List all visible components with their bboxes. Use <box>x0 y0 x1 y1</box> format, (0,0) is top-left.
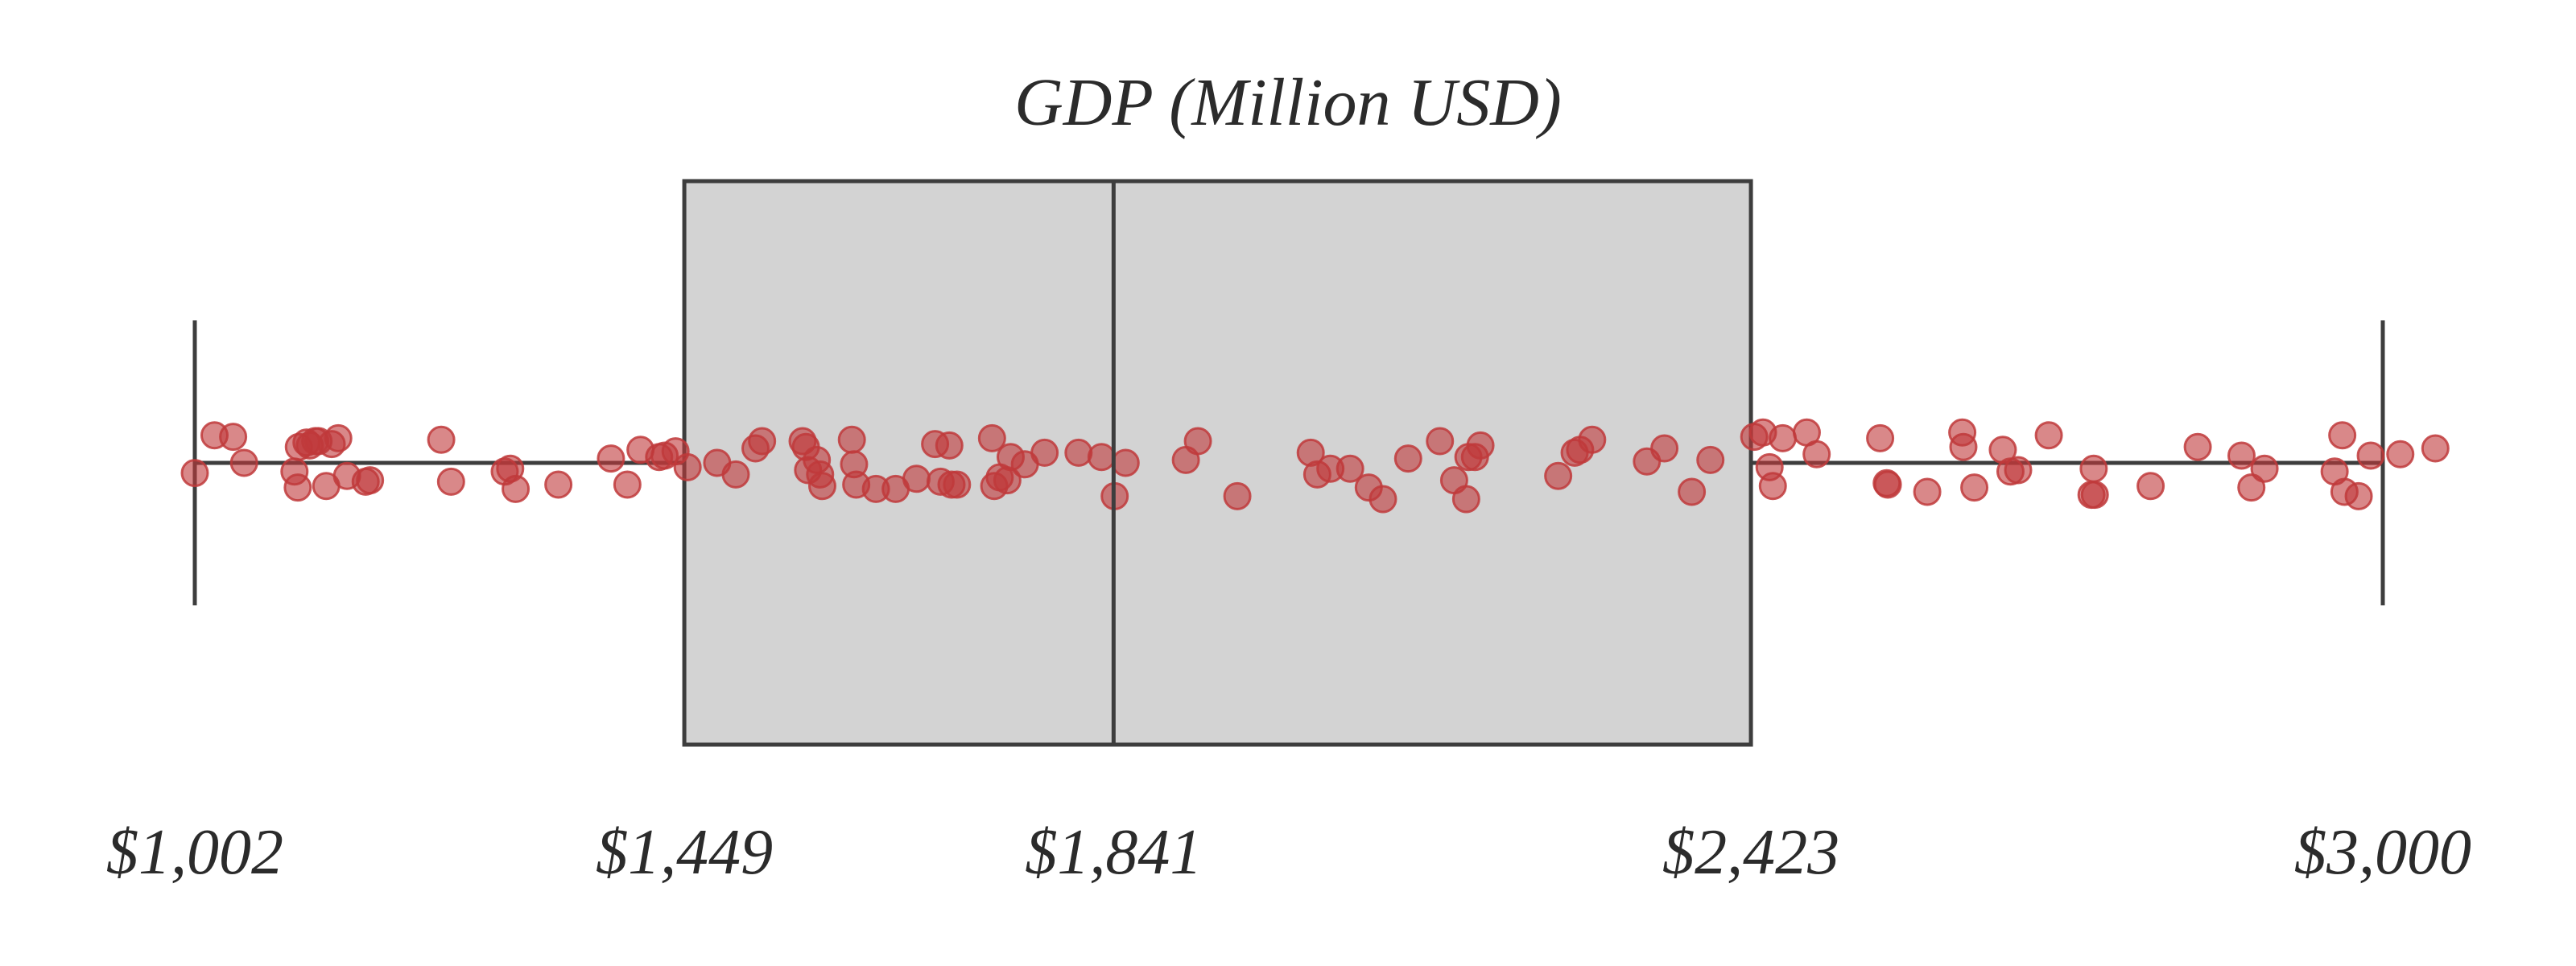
data-point <box>2079 454 2108 483</box>
data-point <box>283 473 312 502</box>
data-point <box>1183 427 1212 456</box>
data-point <box>2344 481 2373 510</box>
data-point <box>2356 441 2385 470</box>
data-point <box>837 425 866 454</box>
data-point <box>1960 473 1989 502</box>
data-point <box>1769 423 1798 452</box>
x-tick-label: $1,841 <box>1025 817 1202 888</box>
data-point <box>1111 448 1140 477</box>
data-point <box>943 470 972 499</box>
data-point <box>180 459 209 488</box>
data-point <box>2080 481 2109 510</box>
data-point <box>1949 432 1978 461</box>
data-point <box>2136 472 2165 501</box>
data-point <box>1335 454 1364 483</box>
data-point <box>1393 444 1422 473</box>
data-point <box>1451 485 1480 514</box>
data-point <box>2328 421 2357 450</box>
data-point <box>1866 423 1895 452</box>
data-point <box>229 448 258 477</box>
data-point <box>1578 425 1607 454</box>
data-point <box>1802 440 1831 469</box>
data-point <box>1678 477 1707 506</box>
data-point <box>2237 473 2266 502</box>
data-point <box>2227 441 2256 470</box>
data-point <box>935 431 964 460</box>
data-point <box>219 423 248 452</box>
data-point <box>1368 485 1397 514</box>
data-point <box>673 452 702 481</box>
data-point <box>324 423 353 452</box>
data-point <box>1466 431 1495 460</box>
data-point <box>1030 438 1059 467</box>
data-point <box>1426 427 1455 456</box>
data-point <box>1873 470 1902 499</box>
data-points <box>180 418 2450 514</box>
data-point <box>1913 477 1942 506</box>
data-point <box>1087 443 1116 472</box>
data-point <box>2183 432 2212 461</box>
data-point <box>902 464 931 493</box>
data-point <box>1223 481 1252 510</box>
data-point <box>427 425 456 454</box>
x-tick-label: $1,449 <box>596 817 773 888</box>
data-point <box>748 427 777 456</box>
data-point <box>2004 456 2033 485</box>
data-point <box>2421 434 2450 463</box>
data-point <box>356 466 385 495</box>
x-axis-tick-labels: $1,002 $1,449 $1,841 $2,423 $3,000 <box>106 817 2471 888</box>
x-tick-label: $3,000 <box>2294 817 2471 888</box>
chart-title: GDP (Million USD) <box>1014 65 1562 140</box>
data-point <box>1544 461 1573 490</box>
data-point <box>1064 438 1093 467</box>
data-point <box>1696 445 1725 474</box>
data-point <box>613 470 642 499</box>
data-point <box>807 472 836 501</box>
data-point <box>2250 454 2279 483</box>
data-point <box>721 460 750 489</box>
data-point <box>436 467 465 496</box>
x-tick-label: $2,423 <box>1662 817 1839 888</box>
data-point <box>977 423 1006 452</box>
data-point <box>2386 440 2415 469</box>
data-point <box>597 444 625 473</box>
data-point <box>1650 434 1679 463</box>
plot-area <box>180 179 2450 747</box>
data-point <box>502 474 530 503</box>
data-point <box>544 470 573 499</box>
data-point <box>2034 421 2063 450</box>
x-tick-label: $1,002 <box>106 817 283 888</box>
data-point <box>1758 472 1787 501</box>
